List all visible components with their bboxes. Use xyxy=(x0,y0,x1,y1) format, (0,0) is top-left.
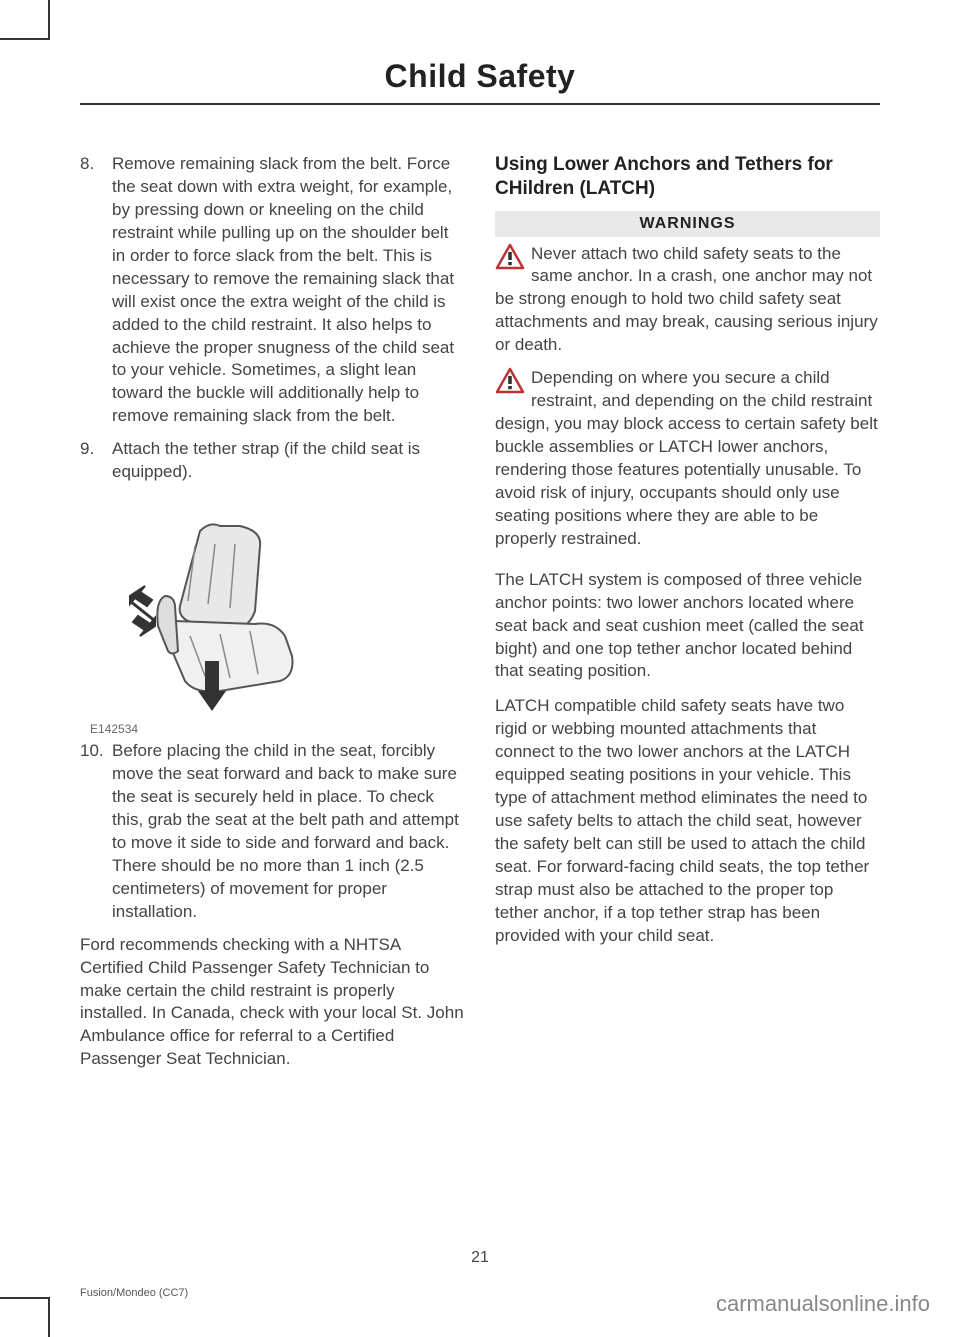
left-column: 8. Remove remaining slack from the belt.… xyxy=(80,153,465,1071)
warnings-label: WARNINGS xyxy=(495,211,880,237)
list-number: 10. xyxy=(80,740,112,924)
footer-watermark: carmanualsonline.info xyxy=(716,1291,930,1317)
content-columns: 8. Remove remaining slack from the belt.… xyxy=(80,105,880,1071)
list-item: 8. Remove remaining slack from the belt.… xyxy=(80,153,465,428)
list-text: Before placing the child in the seat, fo… xyxy=(112,740,465,924)
list-item: 10. Before placing the child in the seat… xyxy=(80,740,465,924)
warning-triangle-icon xyxy=(495,367,525,395)
corner-mark-bottom-left xyxy=(0,1297,50,1337)
section-subhead: Using Lower Anchors and Tethers for CHil… xyxy=(495,153,880,201)
warning-block: Depending on where you secure a child re… xyxy=(495,367,880,551)
warning-block: Never attach two child safety seats to t… xyxy=(495,243,880,358)
list-text: Attach the tether strap (if the child se… xyxy=(112,438,465,484)
seat-figure: E142534 xyxy=(80,496,465,736)
list-number: 9. xyxy=(80,438,112,484)
warning-text: Depending on where you secure a child re… xyxy=(495,368,878,548)
warning-triangle-icon xyxy=(495,243,525,271)
right-column: Using Lower Anchors and Tethers for CHil… xyxy=(495,153,880,1071)
list-text: Remove remaining slack from the belt. Fo… xyxy=(112,153,465,428)
footer-left-text: Fusion/Mondeo (CC7) xyxy=(80,1287,188,1299)
list-number: 8. xyxy=(80,153,112,428)
corner-mark-top-left xyxy=(0,0,50,40)
page-title: Child Safety xyxy=(0,0,960,103)
page-number: 21 xyxy=(0,1249,960,1267)
figure-label: E142534 xyxy=(90,722,465,736)
list-item: 9. Attach the tether strap (if the child… xyxy=(80,438,465,484)
body-paragraph: The LATCH system is composed of three ve… xyxy=(495,569,880,684)
body-paragraph: LATCH compatible child safety seats have… xyxy=(495,695,880,947)
warning-text: Never attach two child safety seats to t… xyxy=(495,244,878,355)
body-paragraph: Ford recommends checking with a NHTSA Ce… xyxy=(80,934,465,1072)
